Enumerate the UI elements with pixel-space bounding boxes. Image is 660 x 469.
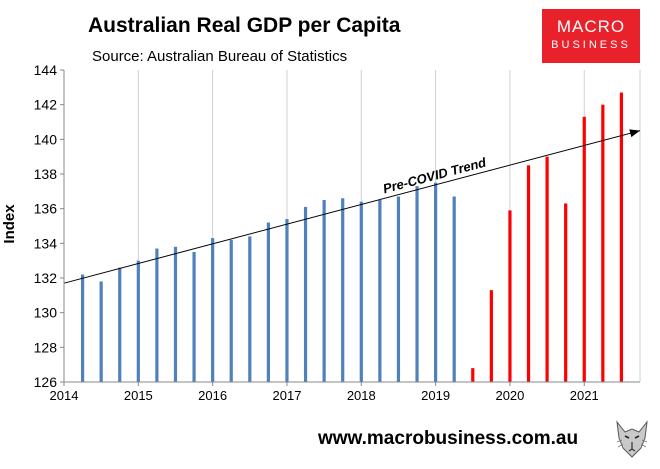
y-tick-label: 126 — [34, 374, 58, 390]
y-tick-label: 128 — [34, 339, 58, 355]
bar — [211, 238, 215, 382]
bar — [378, 200, 382, 382]
bar — [285, 219, 289, 382]
bar — [173, 246, 178, 382]
bar — [508, 210, 512, 382]
trend-line — [63, 130, 641, 284]
bar — [396, 196, 401, 382]
y-tick-label: 140 — [34, 131, 58, 147]
bar — [99, 281, 103, 382]
x-tick-label: 2014 — [50, 388, 79, 403]
bar — [619, 92, 624, 383]
x-tick-label: 2017 — [273, 388, 302, 403]
chart-subtitle: Source: Australian Bureau of Statistics — [92, 48, 348, 65]
bar — [136, 260, 140, 382]
logo-line2: BUSINESS — [551, 39, 631, 51]
x-tick-label: 2020 — [495, 388, 524, 403]
x-tick-label: 2019 — [421, 388, 450, 403]
y-tick-label: 138 — [34, 166, 58, 182]
y-tick-label: 136 — [34, 201, 58, 217]
y-tick-label: 132 — [34, 270, 58, 286]
bar — [452, 196, 456, 382]
bar — [303, 206, 308, 382]
bar — [471, 368, 475, 382]
x-tick-label: 2015 — [124, 388, 153, 403]
x-tick-label: 2021 — [570, 388, 599, 403]
bars — [80, 92, 624, 383]
x-tick-label: 2018 — [347, 388, 376, 403]
trend-arrowhead — [629, 129, 640, 138]
bar — [434, 182, 438, 382]
bar — [80, 274, 85, 382]
bar — [415, 186, 419, 382]
chart-title: Australian Real GDP per Capita — [88, 14, 401, 37]
bar — [266, 222, 270, 382]
bar — [601, 104, 605, 383]
y-axis-label: Index — [1, 204, 18, 244]
y-tick-label: 130 — [34, 305, 58, 321]
x-tick-label: 2016 — [198, 388, 227, 403]
bar — [359, 201, 363, 382]
bar — [582, 116, 586, 383]
macrobusiness-logo: MACRO BUSINESS — [542, 9, 640, 63]
axes: 126 128 130 132 134 136 138 140 142 144 2014 2015 20… — [1, 62, 640, 403]
trend-line-group: Pre-COVID Trend — [63, 129, 641, 284]
bar — [118, 267, 122, 382]
bar — [192, 252, 196, 382]
bar — [322, 200, 326, 382]
bar — [155, 248, 159, 382]
bar — [545, 156, 549, 382]
grid-lines — [63, 70, 641, 382]
y-tick-label: 142 — [34, 97, 58, 113]
bar — [341, 198, 345, 382]
bar — [248, 236, 252, 382]
wolf-face-icon — [614, 418, 650, 460]
bar — [489, 290, 493, 382]
bar — [526, 165, 531, 382]
y-tick-label: 134 — [34, 235, 58, 251]
y-tick-label: 144 — [34, 62, 58, 78]
bar — [229, 239, 233, 382]
footer-url: www.macrobusiness.com.au — [318, 428, 579, 449]
logo-line1: MACRO — [556, 17, 626, 36]
bar — [564, 203, 568, 382]
